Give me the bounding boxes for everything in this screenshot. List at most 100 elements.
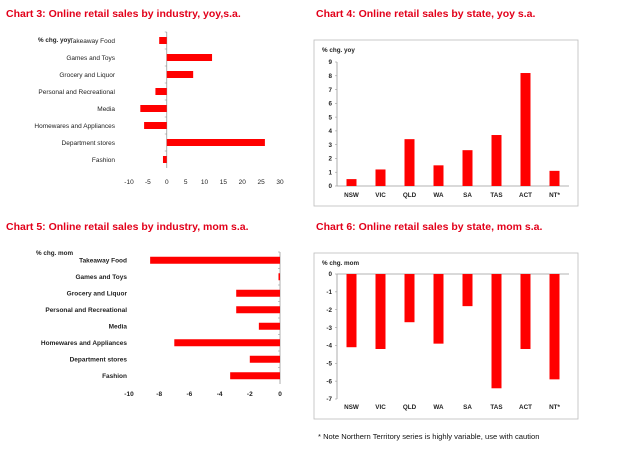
- category-label: VIC: [375, 192, 386, 199]
- chart-frame: [313, 252, 579, 420]
- bar-sa: [462, 274, 473, 307]
- category-label: Personal and Recreational: [38, 89, 115, 96]
- x-tick-label: -8: [156, 391, 162, 398]
- y-tick-label: 0: [328, 183, 332, 190]
- category-label: NT*: [549, 192, 560, 199]
- x-tick-label: 15: [220, 179, 228, 186]
- y-tick-label: -5: [326, 360, 332, 367]
- bar-fashion: [230, 372, 280, 380]
- bar-tas: [491, 135, 502, 186]
- category-label: NT*: [549, 404, 560, 411]
- y-tick-label: -7: [326, 396, 332, 403]
- category-label: Takeaway Food: [69, 38, 115, 45]
- category-label: QLD: [403, 192, 417, 199]
- bar-personal-and-recreational: [155, 88, 167, 95]
- bar-vic: [375, 274, 386, 349]
- category-label: Homewares and Appliances: [41, 340, 127, 347]
- y-axis-label: % chg. yoy: [38, 37, 71, 44]
- category-label: TAS: [490, 192, 502, 199]
- category-label: Media: [97, 106, 115, 113]
- bar-games-and-toys: [278, 273, 280, 281]
- y-tick-label: 2: [328, 156, 332, 163]
- x-tick-label: -10: [124, 179, 134, 186]
- bar-grocery-and-liquor: [236, 289, 280, 297]
- bar-wa: [433, 165, 444, 186]
- category-label: Fashion: [102, 373, 127, 380]
- bar-qld: [404, 139, 415, 186]
- y-tick-label: 1: [328, 169, 332, 176]
- x-tick-label: -5: [145, 179, 151, 186]
- category-label: Department stores: [62, 140, 116, 147]
- x-tick-label: 30: [276, 179, 284, 186]
- bar-wa: [433, 274, 444, 344]
- chart5-industry-mom: % chg. mom Takeaway Food Games and Toys Gro…: [36, 250, 282, 398]
- category-label: ACT: [519, 404, 532, 411]
- category-label: QLD: [403, 404, 417, 411]
- bar-media: [258, 322, 280, 330]
- y-tick-label: -6: [326, 378, 332, 385]
- category-label: SA: [463, 404, 472, 411]
- x-tick-label: 0: [165, 179, 169, 186]
- bar-homewares-and-appliances: [174, 339, 280, 347]
- bar-takeaway-food: [159, 37, 167, 44]
- bar-homewares-and-appliances: [144, 122, 167, 129]
- x-tick-label: 0: [278, 391, 282, 398]
- category-label: Games and Toys: [66, 55, 115, 62]
- category-label: VIC: [375, 404, 386, 411]
- y-tick-label: 4: [328, 128, 332, 135]
- category-label: Grocery and Liquor: [67, 291, 128, 298]
- bar-department-stores: [166, 139, 265, 146]
- bar-sa: [462, 150, 473, 186]
- bar-nt: [549, 274, 560, 380]
- x-tick-label: -2: [247, 391, 253, 398]
- y-axis-label: % chg. mom: [322, 260, 359, 267]
- footnote: * Note Northern Territory series is high…: [318, 432, 540, 441]
- y-axis-label: % chg. yoy: [322, 47, 355, 54]
- chart6-state-mom: % chg. mom 0 -1 -2 -3 -4 -5 -6 -7 NSW VIC QLD WA SA TA…: [313, 252, 579, 420]
- x-tick-label: 25: [258, 179, 266, 186]
- y-tick-label: 5: [328, 114, 332, 121]
- category-label: Personal and Recreational: [45, 307, 127, 314]
- category-label: NSW: [344, 192, 359, 199]
- x-tick-label: -4: [217, 391, 223, 398]
- bar-nsw: [346, 179, 357, 186]
- category-label: Fashion: [92, 157, 116, 164]
- x-tick-label: 5: [184, 179, 188, 186]
- category-label: Homewares and Appliances: [34, 123, 115, 130]
- chart3-title: Chart 3: Online retail sales by industry…: [6, 8, 241, 20]
- bar-department-stores: [249, 355, 280, 363]
- bar-act: [520, 73, 531, 186]
- x-tick-label: 10: [201, 179, 209, 186]
- bar-tas: [491, 274, 502, 389]
- category-label: WA: [433, 192, 444, 199]
- x-tick-label: -10: [124, 391, 134, 398]
- bar-nt: [549, 170, 560, 186]
- bar-act: [520, 274, 531, 349]
- bar-takeaway-food: [150, 256, 280, 264]
- chart5-title: Chart 5: Online retail sales by industry…: [6, 221, 249, 233]
- x-tick-label: -6: [187, 391, 193, 398]
- bar-vic: [375, 169, 386, 186]
- y-tick-label: 8: [328, 73, 332, 80]
- category-label: Media: [109, 324, 128, 331]
- bar-media: [140, 105, 167, 112]
- y-tick-label: -2: [326, 307, 332, 314]
- chart6-title: Chart 6: Online retail sales by state, m…: [316, 221, 543, 233]
- bar-grocery-and-liquor: [166, 71, 194, 78]
- chart4-title: Chart 4: Online retail sales by state, y…: [316, 8, 536, 20]
- bar-games-and-toys: [166, 54, 213, 61]
- category-label: Department stores: [70, 357, 128, 364]
- y-axis-label: % chg. mom: [36, 250, 73, 257]
- y-tick-label: 9: [328, 59, 332, 66]
- y-tick-label: 7: [328, 87, 332, 94]
- bar-nsw: [346, 274, 357, 348]
- y-tick-label: 3: [328, 142, 332, 149]
- bar-fashion: [162, 156, 167, 163]
- category-label: Grocery and Liquor: [59, 72, 115, 79]
- bar-qld: [404, 274, 415, 323]
- category-label: NSW: [344, 404, 359, 411]
- y-tick-label: -1: [326, 289, 332, 296]
- chart-frame: [313, 39, 579, 207]
- category-label: SA: [463, 192, 472, 199]
